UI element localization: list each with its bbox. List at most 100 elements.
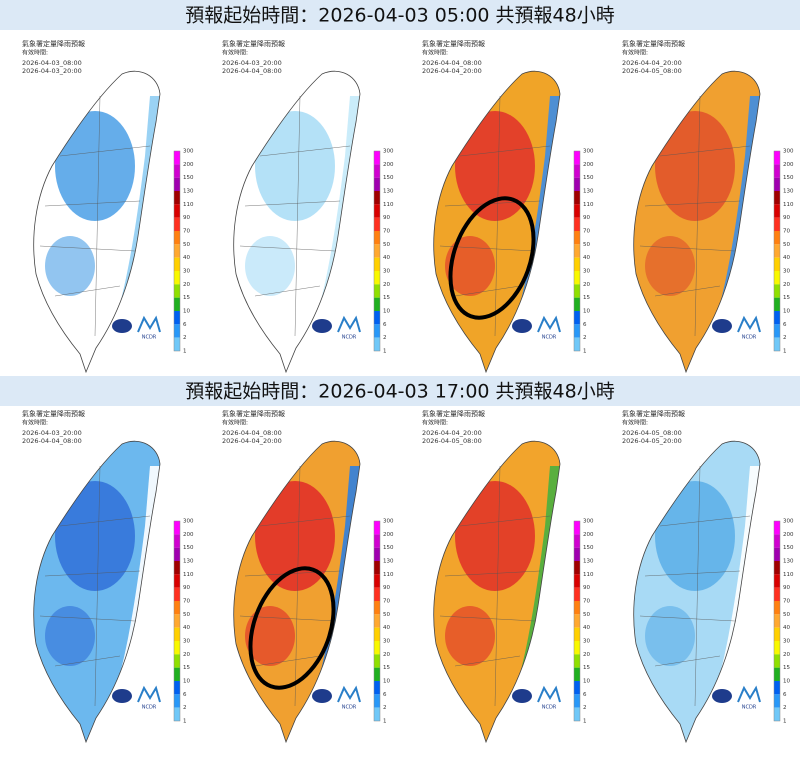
colorbar-label: 10	[583, 309, 590, 315]
colorbar-band	[774, 164, 780, 178]
colorbar-label: 30	[783, 269, 790, 275]
colorbar-band	[574, 311, 580, 325]
colorbar-band	[774, 311, 780, 325]
ncdr-logo-mark	[137, 315, 161, 333]
colorbar-frame	[373, 150, 381, 352]
county-lines	[239, 465, 351, 707]
colorbar-label: 2	[583, 705, 587, 711]
colorbar-band	[774, 231, 780, 245]
colorbar-label: 10	[783, 309, 790, 315]
colorbar-label: 90	[783, 585, 790, 591]
colorbar-band	[174, 681, 180, 695]
colorbar-band	[574, 694, 580, 708]
valid-label: 有效時間:	[422, 49, 448, 57]
colorbar-label: 6	[383, 322, 387, 328]
colorbar-label: 40	[583, 255, 590, 261]
colorbar-band	[574, 217, 580, 231]
panel-title: 氣象署定量降雨預報	[622, 39, 685, 48]
ncdr-logo-mark	[737, 315, 761, 333]
section-title: 預報起始時間：2026-04-03 17:00 共預報48小時	[185, 381, 614, 403]
colorbar-label: 150	[783, 175, 794, 181]
valid-label: 有效時間:	[422, 419, 448, 427]
colorbar-band	[574, 271, 580, 285]
ncdr-logo-mark	[537, 685, 561, 703]
colorbar-band	[774, 324, 780, 338]
colorbar-label: 130	[383, 189, 394, 195]
colorbar-band	[574, 601, 580, 615]
valid-end: 2026-04-03_20:00	[22, 67, 82, 75]
colorbar-label: 10	[383, 309, 390, 315]
colorbar-label: 20	[583, 652, 590, 658]
rain-core	[55, 111, 135, 221]
colorbar-band	[374, 297, 380, 311]
colorbar-band	[174, 324, 180, 338]
colorbar-label: 70	[383, 599, 390, 605]
colorbar-band	[374, 694, 380, 708]
colorbar-band	[374, 191, 380, 205]
colorbar-label: 50	[583, 242, 590, 248]
colorbar-label: 15	[583, 665, 590, 671]
colorbar-label: 150	[183, 545, 194, 551]
valid-label: 有效時間:	[22, 49, 48, 57]
colorbar-label: 15	[383, 295, 390, 301]
colorbar-band	[774, 707, 780, 721]
colorbar-label: 1	[383, 719, 387, 725]
colorbar-label: 110	[383, 202, 394, 208]
colorbar-band	[174, 521, 180, 535]
colorbar-band	[374, 217, 380, 231]
colorbar-label: 150	[183, 175, 194, 181]
colorbar-label: 15	[183, 295, 190, 301]
valid-label: 有效時間:	[622, 49, 648, 57]
rain-core	[645, 236, 695, 296]
valid-start: 2026-04-03_20:00	[222, 59, 282, 67]
colorbar-band	[774, 151, 780, 165]
colorbar-label: 70	[383, 229, 390, 235]
colorbar-band	[374, 177, 380, 191]
colorbar-band	[374, 614, 380, 628]
colorbar-band	[374, 151, 380, 165]
colorbar-label: 20	[583, 282, 590, 288]
colorbar-label: 130	[183, 189, 194, 195]
colorbar-band	[174, 231, 180, 245]
colorbar-band	[574, 337, 580, 351]
colorbar-band	[374, 534, 380, 548]
rain-map	[633, 441, 761, 742]
colorbar-band	[574, 191, 580, 205]
colorbar-label: 30	[183, 269, 190, 275]
colorbar-band	[574, 641, 580, 655]
highlight-circle	[248, 566, 336, 690]
rain-core	[245, 606, 295, 666]
rain-core	[655, 111, 735, 221]
colorbar-label: 50	[183, 242, 190, 248]
colorbar-band	[374, 641, 380, 655]
colorbar-label: 300	[183, 519, 194, 525]
colorbar-band	[174, 707, 180, 721]
colorbar-label: 30	[583, 639, 590, 645]
colorbar-band	[174, 561, 180, 575]
colorbar-band	[774, 641, 780, 655]
colorbar-label: 40	[783, 255, 790, 261]
rain-core	[255, 481, 335, 591]
rain-core	[45, 606, 95, 666]
colorbar-label: 50	[383, 242, 390, 248]
colorbar-label: 6	[183, 692, 187, 698]
colorbar-label: 90	[383, 585, 390, 591]
colorbar-label: 20	[383, 652, 390, 658]
valid-start: 2026-04-03_20:00	[22, 429, 82, 437]
colorbar-label: 40	[383, 625, 390, 631]
rain-core	[55, 481, 135, 591]
rain-map	[233, 441, 361, 742]
valid-label: 有效時間:	[22, 419, 48, 427]
colorbar-label: 130	[783, 189, 794, 195]
colorbar-band	[574, 244, 580, 258]
colorbar-label: 90	[183, 585, 190, 591]
colorbar-label: 70	[783, 229, 790, 235]
colorbar-label: 110	[583, 572, 594, 578]
colorbar-band	[174, 337, 180, 351]
colorbar-band	[574, 151, 580, 165]
valid-label: 有效時間:	[222, 49, 248, 57]
ncdr-logo-text: NCDR	[142, 705, 157, 711]
